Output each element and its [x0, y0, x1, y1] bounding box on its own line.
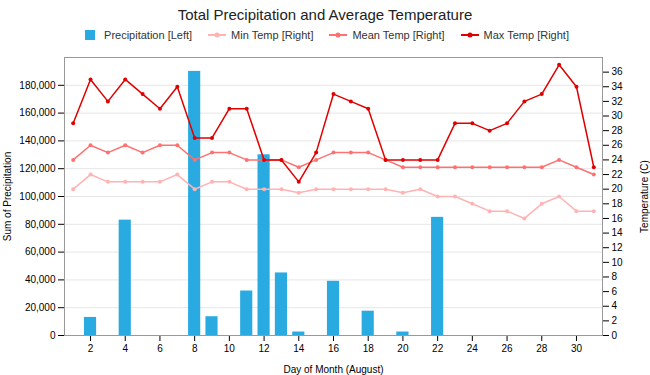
svg-text:Day of Month (August): Day of Month (August)	[283, 364, 383, 375]
html-text:Mean Temp [Right]: Mean Temp [Right]	[352, 29, 445, 41]
svg-text:24: 24	[612, 154, 624, 165]
svg-text:160,000: 160,000	[19, 107, 56, 118]
svg-text:0: 0	[50, 330, 56, 341]
svg-text:18: 18	[363, 343, 375, 354]
svg-text:12: 12	[259, 343, 271, 354]
svg-text:20: 20	[612, 183, 624, 194]
svg-text:18: 18	[612, 198, 624, 209]
html-text:Total Precipitation and Averag: Total Precipitation and Average Temperat…	[177, 6, 473, 23]
svg-text:14: 14	[612, 227, 624, 238]
svg-text:80,000: 80,000	[25, 219, 56, 230]
svg-text:4: 4	[122, 343, 128, 354]
svg-text:16: 16	[328, 343, 340, 354]
svg-text:20,000: 20,000	[25, 302, 56, 313]
svg-text:26: 26	[501, 343, 513, 354]
svg-text:2: 2	[88, 343, 94, 354]
svg-text:180,000: 180,000	[19, 80, 56, 91]
svg-text:60,000: 60,000	[25, 246, 56, 257]
svg-text:20: 20	[397, 343, 409, 354]
svg-text:6: 6	[612, 286, 618, 297]
svg-text:12: 12	[612, 242, 624, 253]
svg-text:10: 10	[224, 343, 236, 354]
svg-text:16: 16	[612, 213, 624, 224]
svg-text:2: 2	[612, 315, 618, 326]
html-text:Min Temp [Right]: Min Temp [Right]	[231, 29, 314, 41]
svg-text:30: 30	[571, 343, 583, 354]
svg-text:8: 8	[192, 343, 198, 354]
svg-text:26: 26	[612, 139, 624, 150]
html-text:Precipitation [Left]: Precipitation [Left]	[104, 29, 193, 41]
svg-text:4: 4	[612, 300, 618, 311]
svg-text:34: 34	[612, 81, 624, 92]
svg-text:40,000: 40,000	[25, 274, 56, 285]
svg-text:Sum of Precipitation: Sum of Precipitation	[2, 152, 13, 242]
svg-text:22: 22	[432, 343, 444, 354]
svg-text:36: 36	[612, 66, 624, 77]
svg-text:30: 30	[612, 110, 624, 121]
svg-text:100,000: 100,000	[19, 191, 56, 202]
svg-text:28: 28	[536, 343, 548, 354]
svg-text:10: 10	[612, 257, 624, 268]
html-text:Max Temp [Right]: Max Temp [Right]	[483, 29, 569, 41]
svg-text:0: 0	[612, 330, 618, 341]
svg-text:28: 28	[612, 125, 624, 136]
svg-text:6: 6	[157, 343, 163, 354]
svg-text:24: 24	[467, 343, 479, 354]
svg-text:22: 22	[612, 169, 624, 180]
svg-text:32: 32	[612, 96, 624, 107]
svg-text:14: 14	[293, 343, 305, 354]
svg-text:140,000: 140,000	[19, 135, 56, 146]
svg-text:8: 8	[612, 271, 618, 282]
svg-text:120,000: 120,000	[19, 163, 56, 174]
svg-text:Temperature (C): Temperature (C)	[639, 160, 650, 233]
